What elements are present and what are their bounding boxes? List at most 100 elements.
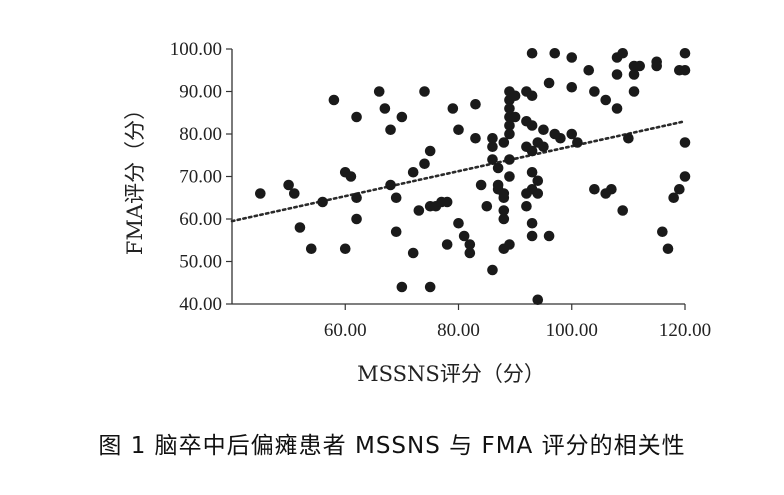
data-point: [481, 200, 493, 212]
data-point: [396, 281, 408, 293]
data-point: [611, 69, 623, 80]
y-tick-label: 50.00: [179, 252, 222, 273]
data-point: [379, 103, 391, 114]
data-point: [543, 77, 555, 89]
data-point: [498, 137, 510, 148]
data-point: [453, 124, 464, 136]
data-point: [288, 188, 300, 199]
data-point: [589, 183, 600, 195]
tick-labels: 40.00 50.00 60.00 70.00 80.00 90.00 100.00 60.0…: [170, 39, 711, 341]
data-point: [504, 120, 515, 131]
y-tick-label: 90.00: [179, 82, 222, 103]
data-point: [634, 60, 645, 72]
data-point: [628, 69, 640, 80]
data-point: [385, 179, 396, 191]
data-point: [447, 103, 459, 114]
data-point: [328, 94, 340, 106]
y-tick-label: 80.00: [179, 124, 222, 145]
data-point: [583, 64, 595, 76]
data-point: [317, 196, 328, 208]
data-point: [498, 213, 510, 225]
x-tick-label: 100.00: [546, 320, 598, 341]
data-point: [396, 111, 408, 123]
data-point: [441, 239, 453, 250]
data-point: [532, 188, 544, 199]
data-point: [504, 103, 515, 114]
data-point: [606, 183, 617, 195]
y-tick-label: 70.00: [179, 167, 222, 188]
data-point: [385, 124, 396, 136]
data-point: [628, 86, 640, 97]
data-point: [600, 94, 612, 106]
data-point: [662, 243, 674, 255]
data-point: [668, 192, 679, 204]
data-point: [504, 154, 515, 165]
data-point: [657, 226, 668, 238]
data-point: [538, 141, 549, 153]
data-point: [419, 86, 430, 97]
data-point: [351, 192, 362, 204]
data-point: [526, 230, 538, 242]
data-point: [532, 175, 544, 187]
data-point: [492, 179, 504, 191]
data-point: [453, 217, 464, 229]
data-point: [294, 222, 306, 233]
data-point: [526, 217, 538, 229]
x-tick-label: 120.00: [659, 320, 711, 341]
data-point: [255, 188, 266, 199]
data-point: [526, 90, 538, 102]
x-tick-label: 80.00: [437, 320, 480, 341]
x-tick-label: 60.00: [324, 320, 367, 341]
data-point: [543, 230, 555, 242]
data-point: [526, 47, 538, 59]
data-point: [504, 239, 515, 250]
figure-caption: 图 1 脑卒中后偏瘫患者 MSSNS 与 FMA 评分的相关性: [98, 433, 686, 459]
data-point: [464, 247, 476, 259]
data-point: [487, 154, 498, 165]
data-point: [526, 145, 538, 157]
data-point: [345, 171, 357, 182]
trendline: [230, 119, 687, 223]
data-point: [470, 132, 481, 144]
data-point: [283, 179, 294, 191]
data-point: [679, 137, 691, 148]
data-point: [679, 47, 691, 59]
trendline-layer: [230, 119, 687, 223]
data-point: [339, 243, 351, 255]
data-point: [509, 90, 521, 102]
data-point: [351, 111, 362, 123]
data-point: [566, 52, 578, 63]
data-point: [617, 205, 629, 216]
y-tick-label: 60.00: [179, 209, 222, 230]
x-axis-title: MSSNS评分（分）: [357, 362, 545, 386]
data-point: [566, 128, 578, 140]
data-points: [255, 47, 691, 306]
data-point: [419, 158, 430, 170]
data-point: [504, 171, 515, 182]
data-point: [526, 166, 538, 178]
data-point: [674, 183, 685, 195]
data-point: [679, 64, 691, 76]
data-point: [390, 192, 402, 204]
data-point: [305, 243, 317, 255]
data-point: [424, 145, 436, 157]
data-point: [487, 264, 498, 276]
data-point: [521, 200, 532, 212]
data-point: [351, 213, 362, 225]
data-point: [464, 239, 476, 250]
data-point: [407, 166, 419, 178]
data-point: [498, 188, 510, 199]
data-point: [651, 60, 662, 72]
data-point: [458, 230, 470, 242]
data-point: [373, 86, 385, 97]
y-axis-title: FMA评分（分）: [123, 99, 147, 255]
data-point: [413, 205, 425, 216]
data-point: [555, 132, 566, 144]
data-point: [532, 294, 544, 306]
data-point: [509, 111, 521, 123]
data-point: [492, 162, 504, 174]
data-point: [572, 137, 583, 148]
data-point: [407, 247, 419, 259]
data-point: [475, 179, 487, 191]
